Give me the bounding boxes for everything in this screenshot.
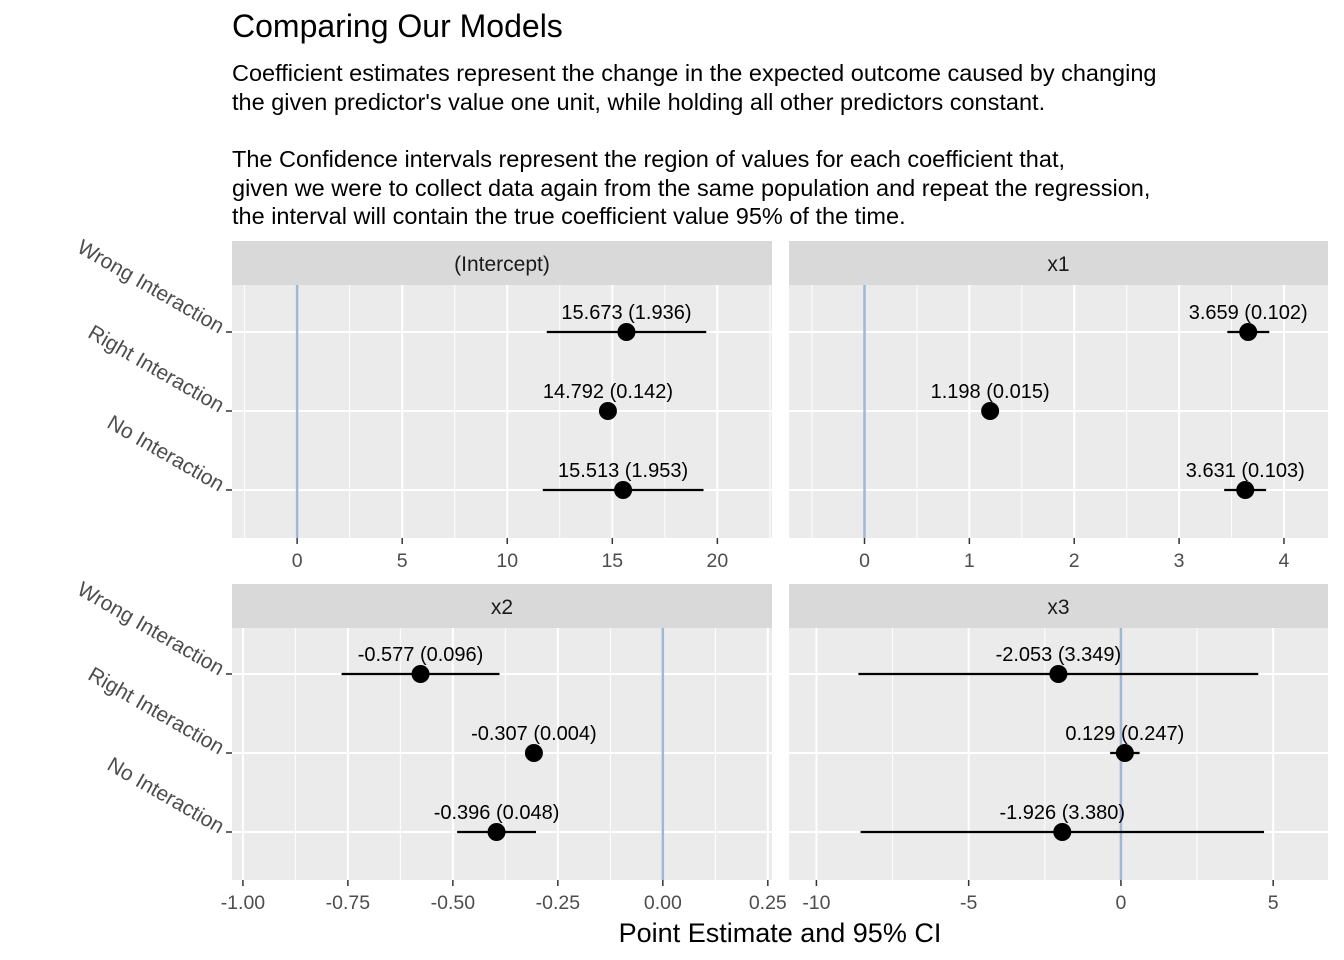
estimate-label: 15.513 (1.953) xyxy=(558,460,688,482)
x-tick-label: -1.00 xyxy=(221,892,266,914)
facet-label: (Intercept) xyxy=(454,253,550,276)
estimate-label: -0.307 (0.004) xyxy=(471,723,597,745)
x-tick-label: -0.50 xyxy=(431,892,476,914)
x-tick-label: -0.25 xyxy=(536,892,581,914)
facet-label: x2 xyxy=(491,596,513,619)
x-tick-label: 3 xyxy=(1174,550,1185,572)
x-axis-title: Point Estimate and 95% CI xyxy=(618,918,942,948)
point-estimate xyxy=(411,665,430,683)
point-estimate xyxy=(1053,823,1072,841)
point-estimate xyxy=(617,323,636,341)
x-tick-label: 0.25 xyxy=(749,892,787,914)
subtitle-line-1: Coefficient estimates represent the chan… xyxy=(232,60,1157,86)
point-estimate xyxy=(614,481,633,499)
facet-strip xyxy=(232,241,772,285)
x-tick-label: 5 xyxy=(1268,892,1279,914)
x-tick-label: 15 xyxy=(601,550,623,572)
facet-label: x1 xyxy=(1047,253,1069,276)
x-tick-label: 0 xyxy=(859,550,870,572)
estimate-label: -0.396 (0.048) xyxy=(434,802,560,824)
x-tick-label: 10 xyxy=(496,550,518,572)
facet-strip xyxy=(789,241,1328,285)
estimate-label: 0.129 (0.247) xyxy=(1065,723,1184,745)
estimate-label: 15.673 (1.936) xyxy=(561,302,691,324)
estimate-label: 3.631 (0.103) xyxy=(1186,460,1305,482)
y-category-label: Right Interaction xyxy=(84,663,228,759)
chart-title: Comparing Our Models xyxy=(232,8,563,44)
facet-strip xyxy=(789,584,1328,628)
x-tick-label: 20 xyxy=(707,550,729,572)
subtitle-line-2: the given predictor's value one unit, wh… xyxy=(232,89,1046,115)
x-tick-label: 2 xyxy=(1069,550,1080,572)
estimate-label: 14.792 (0.142) xyxy=(543,381,673,403)
point-estimate xyxy=(1115,744,1134,762)
x-tick-label: 1 xyxy=(964,550,975,572)
subtitle-line-3: The Confidence intervals represent the r… xyxy=(232,146,1065,172)
point-estimate xyxy=(1239,323,1258,341)
point-estimate xyxy=(487,823,506,841)
x-tick-label: -10 xyxy=(802,892,830,914)
estimate-label: 1.198 (0.015) xyxy=(931,381,1050,403)
y-category-label: Right Interaction xyxy=(84,321,228,417)
x-tick-label: 5 xyxy=(397,550,408,572)
point-estimate xyxy=(981,402,1000,420)
subtitle-line-5: the interval will contain the true coeff… xyxy=(232,203,906,229)
x-tick-label: -0.75 xyxy=(326,892,371,914)
point-estimate xyxy=(524,744,543,762)
x-tick-label: 0 xyxy=(1115,892,1126,914)
estimate-label: -2.053 (3.349) xyxy=(996,644,1122,666)
x-tick-label: 4 xyxy=(1279,550,1290,572)
facet-label: x3 xyxy=(1047,596,1069,619)
estimate-label: -0.577 (0.096) xyxy=(358,644,484,666)
x-tick-label: 0 xyxy=(292,550,303,572)
x-tick-label: 0.00 xyxy=(644,892,682,914)
point-estimate xyxy=(1236,481,1255,499)
y-category-label: No Interaction xyxy=(103,753,228,838)
estimate-label: 3.659 (0.102) xyxy=(1189,302,1308,324)
subtitle-line-4: given we were to collect data again from… xyxy=(232,175,1151,201)
y-category-label: No Interaction xyxy=(103,411,228,496)
point-estimate xyxy=(1049,665,1068,683)
point-estimate xyxy=(598,402,617,420)
estimate-label: -1.926 (3.380) xyxy=(999,802,1125,824)
x-tick-label: -5 xyxy=(960,892,977,914)
facet-strip xyxy=(232,584,772,628)
